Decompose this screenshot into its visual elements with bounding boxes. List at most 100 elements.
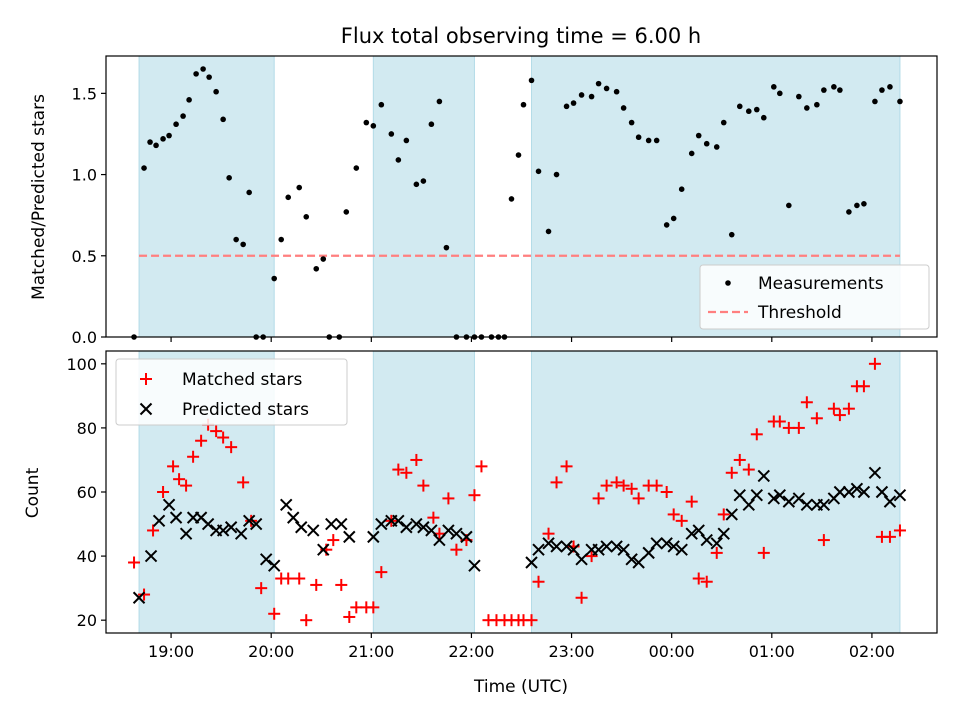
matched-star-point — [327, 534, 340, 547]
predicted-star-point — [234, 527, 248, 540]
matched-star-point — [427, 511, 440, 524]
predicted-star-point — [592, 543, 605, 556]
predicted-star-point — [169, 511, 183, 524]
predicted-star-point — [675, 543, 688, 556]
matched-star-point — [883, 530, 896, 543]
predicted-star-point — [249, 517, 263, 531]
legend-matched-marker — [140, 373, 152, 385]
y-tick-label: 0.5 — [72, 247, 97, 266]
matched-star-point — [617, 479, 630, 492]
predicted-star-point — [767, 492, 781, 505]
measurement-point — [436, 98, 443, 105]
predicted-star-point — [307, 524, 320, 537]
predicted-star-point-b — [317, 543, 330, 556]
measurement-point — [213, 88, 219, 95]
bottom-legend-box — [115, 358, 348, 426]
predicted-star-point-b — [169, 511, 183, 524]
predicted-star-point — [325, 517, 338, 531]
predicted-star-point-b — [800, 498, 814, 512]
measurement-point — [285, 194, 292, 201]
x-tick-label: 19:00 — [148, 642, 194, 661]
matched-star-point — [550, 476, 563, 489]
y-tick-label: 0.0 — [72, 328, 97, 347]
y-tick-label: 60 — [77, 483, 97, 502]
matched-star-point — [525, 614, 538, 627]
matched-star-point — [450, 543, 463, 556]
predicted-star-point-b — [625, 553, 638, 566]
predicted-star-point — [201, 517, 215, 531]
matched-star-point — [625, 482, 638, 495]
predicted-star-point-b — [750, 488, 763, 502]
matched-star-point — [685, 495, 698, 508]
matched-star-point — [195, 434, 208, 447]
matched-star-point — [757, 546, 770, 559]
matched-star-point — [532, 575, 545, 588]
x-tick-label: 20:00 — [248, 642, 294, 661]
predicted-star-point-b — [144, 549, 158, 563]
predicted-star-point-b — [692, 524, 705, 537]
matched-star-point — [367, 601, 380, 614]
predicted-star-point — [617, 543, 630, 556]
measurement-point — [343, 209, 350, 215]
predicted-star-point — [468, 559, 481, 572]
measurement-point — [131, 334, 137, 340]
y-tick-label: 80 — [77, 419, 97, 438]
predicted-star-point — [392, 514, 405, 528]
predicted-star-point-b — [857, 485, 871, 499]
matched-star-point — [417, 479, 430, 492]
matched-star-point — [800, 396, 813, 409]
predicted-star-point — [883, 495, 897, 508]
measurement-point — [831, 84, 837, 90]
predicted-star-point-b — [367, 530, 380, 544]
predicted-star-point — [417, 521, 430, 534]
predicted-star-point-b — [757, 469, 770, 483]
predicted-star-point-b — [660, 537, 673, 550]
matched-star-point — [350, 601, 363, 614]
predicted-star-point-b — [525, 556, 538, 569]
measurement-point — [180, 113, 186, 119]
predicted-star-point — [850, 482, 864, 496]
predicted-star-point — [450, 527, 463, 540]
measurement-point — [271, 275, 278, 282]
predicted-star-point — [433, 533, 446, 547]
matched-star-point — [692, 572, 705, 585]
matched-star-point — [293, 572, 306, 585]
predicted-star-point — [162, 498, 176, 512]
predicted-star-point — [792, 492, 806, 505]
predicted-star-point — [287, 511, 300, 524]
predicted-star-point — [179, 527, 193, 540]
predicted-star-point-b — [450, 527, 463, 540]
legend-matched-label: Matched stars — [182, 370, 302, 390]
measurement-point — [313, 265, 320, 272]
measurement-point — [428, 121, 435, 128]
predicted-star-point-b — [425, 524, 438, 537]
measurement-point — [678, 186, 685, 192]
predicted-star-point-b — [883, 495, 897, 508]
predicted-star-point — [742, 498, 755, 512]
predicted-star-point — [600, 540, 613, 553]
measurement-point — [370, 123, 377, 129]
matched-star-point — [335, 578, 348, 591]
measurement-point — [395, 157, 402, 163]
measurement-point — [861, 201, 867, 207]
legend-predicted-label: Predicted stars — [182, 400, 309, 420]
predicted-star-point-b — [567, 543, 580, 556]
measurement-point — [336, 334, 343, 340]
measurement-point — [278, 236, 285, 243]
measurement-point — [463, 334, 470, 340]
predicted-star-point-b — [152, 514, 166, 528]
measurement-point — [745, 108, 752, 115]
measurement-point — [220, 116, 226, 123]
predicted-star-point — [717, 527, 730, 540]
measurement-point — [720, 119, 727, 126]
predicted-star-point — [893, 488, 907, 502]
measurement-point — [240, 241, 246, 248]
predicted-star-point-b — [249, 517, 263, 531]
predicted-star-point — [317, 543, 330, 556]
predicted-star-point — [625, 553, 638, 566]
x-tick-label: 22:00 — [448, 642, 494, 661]
predicted-star-point — [692, 524, 705, 537]
measurement-point — [173, 121, 179, 128]
measurement-point — [753, 106, 760, 113]
predicted-star-point-b — [575, 553, 588, 566]
